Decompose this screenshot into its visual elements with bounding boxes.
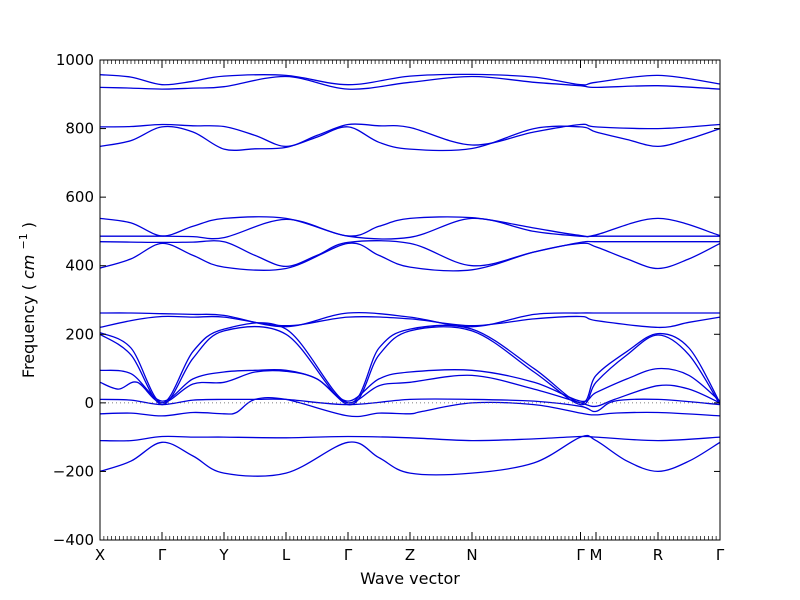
y-tick-label: −200 xyxy=(53,462,94,480)
x-tick-label: X xyxy=(95,546,105,564)
x-tick-label: Γ xyxy=(344,546,353,564)
band-2 xyxy=(99,75,721,90)
x-tick-label: Y xyxy=(218,546,229,564)
band-1 xyxy=(99,73,721,86)
y-tick-label: 400 xyxy=(65,257,94,275)
band-6 xyxy=(100,217,720,240)
y-tick-label: 200 xyxy=(65,325,94,343)
y-tick-label: −400 xyxy=(53,531,94,549)
band-7 xyxy=(99,240,720,268)
x-tick-label: R xyxy=(653,546,663,564)
band-17 xyxy=(99,435,721,442)
y-axis: −400 −200 0 200 400 600 800 1000 xyxy=(53,51,720,549)
x-axis-label: Wave vector xyxy=(360,569,460,588)
y-tick-label: 800 xyxy=(65,120,94,138)
x-tick-label: N xyxy=(466,546,477,564)
y-axis-label-open-paren: ( xyxy=(19,284,38,290)
x-tick-label: M xyxy=(590,546,603,564)
band-8 xyxy=(99,242,721,272)
y-tick-label: 1000 xyxy=(56,51,94,69)
y-axis-label-unit-exponent: −1 xyxy=(17,233,30,249)
phonon-bands xyxy=(99,73,721,477)
x-tick-label: L xyxy=(282,546,291,564)
band-14 xyxy=(99,369,721,408)
x-minor-ticks xyxy=(103,60,717,540)
y-axis-label: Frequency ( cm −1 ) xyxy=(12,222,38,378)
band-15 xyxy=(99,398,721,413)
band-5 xyxy=(99,216,721,238)
x-tick-label: Γ xyxy=(716,546,725,564)
x-tick-label: Γ xyxy=(158,546,167,564)
band-12 xyxy=(99,325,721,406)
y-axis-label-text: Frequency xyxy=(19,295,38,378)
band-4 xyxy=(99,125,721,152)
band-3 xyxy=(99,123,721,148)
band-13 xyxy=(99,367,721,403)
band-11 xyxy=(99,322,721,404)
band-9 xyxy=(99,311,720,328)
x-tick-label: Γ xyxy=(576,546,585,564)
band-18 xyxy=(99,434,721,477)
y-axis-label-close-paren: ) xyxy=(19,222,38,228)
y-tick-label: 600 xyxy=(65,188,94,206)
y-axis-label-unit: cm xyxy=(19,255,38,279)
band-10 xyxy=(99,315,721,329)
x-tick-label: Z xyxy=(405,546,415,564)
y-tick-label: 0 xyxy=(84,394,94,412)
band-16 xyxy=(99,396,721,418)
